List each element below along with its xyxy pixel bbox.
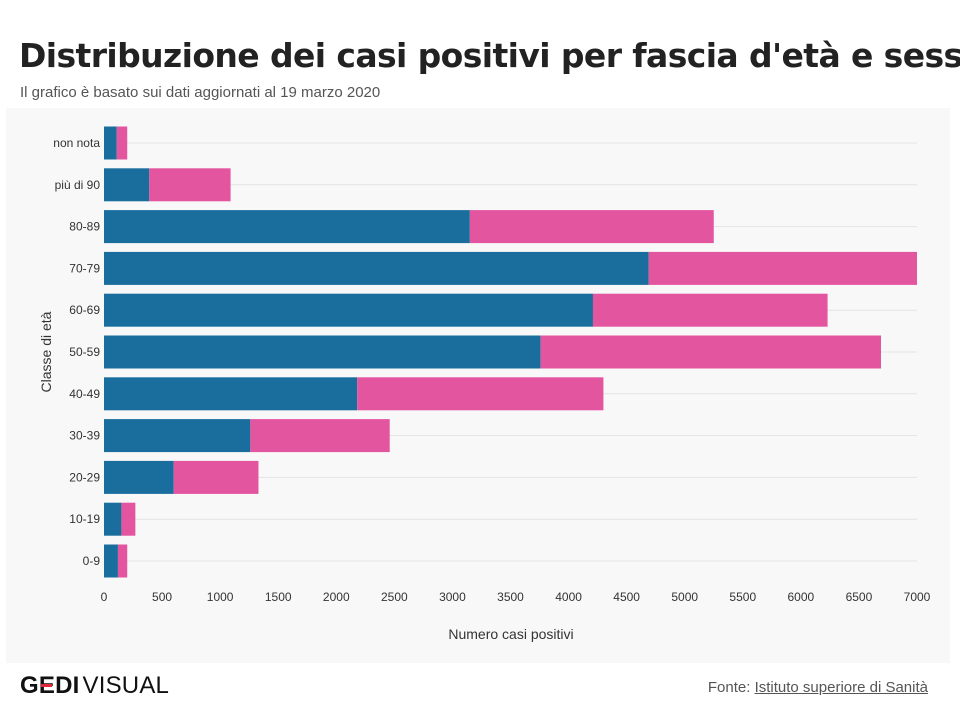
bar-non-nota-series-2[interactable] (116, 126, 128, 160)
logo-letter-g: G (20, 672, 39, 699)
chart-title: Distribuzione dei casi positivi per fasc… (19, 36, 960, 75)
x-tick-label-4500: 4500 (613, 590, 640, 604)
x-tick-label-0: 0 (101, 590, 108, 604)
bar-40-49-series-2[interactable] (357, 377, 604, 411)
bar-50-59-series-1[interactable] (104, 335, 541, 369)
bar-10-19-series-2[interactable] (121, 502, 136, 536)
bar-10-19-series-1[interactable] (104, 502, 122, 536)
x-tick-label-6500: 6500 (846, 590, 873, 604)
bar-non-nota-series-1[interactable] (104, 126, 117, 160)
bar-pi-di-90-series-1[interactable] (104, 168, 150, 202)
x-tick-label-3500: 3500 (497, 590, 524, 604)
logo-letter-e: E (39, 672, 55, 700)
x-tick-label-4000: 4000 (555, 590, 582, 604)
x-axis-label: Numero casi positivi (448, 626, 573, 642)
bar-20-29-series-1[interactable] (104, 460, 174, 494)
source-credit: Fonte: Istituto superiore di Sanità (708, 679, 928, 696)
bar-70-79-series-1[interactable] (104, 251, 649, 285)
bar-80-89-series-1[interactable] (104, 210, 470, 244)
y-axis-label: Classe di età (38, 311, 54, 392)
x-tick-label-2000: 2000 (323, 590, 350, 604)
bar-60-69-series-1[interactable] (104, 293, 593, 327)
bar-20-29-series-2[interactable] (173, 460, 259, 494)
x-tick-labels: 0 500 1000 1500 2000 2500 3000 3500 4000 4500 5000… (101, 590, 931, 604)
bar-60-69-series-2[interactable] (592, 293, 828, 327)
x-tick-label-7000: 7000 (904, 590, 931, 604)
bar-30-39-series-1[interactable] (104, 419, 251, 453)
y-tick-label-10-19: 10-19 (69, 512, 100, 526)
bar-50-59-series-2[interactable] (540, 335, 881, 369)
y-tick-label-0-9: 0-9 (83, 554, 101, 568)
x-tick-label-2500: 2500 (381, 590, 408, 604)
bar-layer (104, 126, 917, 578)
x-tick-label-5000: 5000 (671, 590, 698, 604)
x-tick-label-6000: 6000 (788, 590, 815, 604)
x-tick-label-1500: 1500 (265, 590, 292, 604)
y-tick-label-20-29: 20-29 (69, 470, 100, 484)
bar-0-9-series-2[interactable] (117, 544, 128, 578)
bar-40-49-series-1[interactable] (104, 377, 358, 411)
y-tick-label-30-39: 30-39 (69, 429, 100, 443)
chart-subtitle: Il grafico è basato sui dati aggiornati … (20, 84, 381, 101)
x-tick-label-1000: 1000 (207, 590, 234, 604)
bar-0-9-series-1[interactable] (104, 544, 118, 578)
y-tick-label-60-69: 60-69 (69, 303, 100, 317)
logo-visual-text: VISUAL (82, 672, 170, 699)
y-tick-label-non-nota: non nota (53, 136, 100, 150)
bar-80-89-series-2[interactable] (469, 210, 714, 244)
y-tick-label-80-89: 80-89 (69, 220, 100, 234)
bar-70-79-series-2[interactable] (648, 251, 917, 285)
x-tick-label-500: 500 (152, 590, 172, 604)
bar-30-39-series-2[interactable] (250, 419, 390, 453)
x-tick-label-5500: 5500 (729, 590, 756, 604)
logo-accent-bar (40, 684, 52, 687)
y-tick-labels: non nota più di 90 80-89 70-79 60-69 50-59 40-… (53, 136, 100, 568)
y-tick-label-pi-di-90: più di 90 (55, 178, 101, 192)
source-link[interactable]: Istituto superiore di Sanità (754, 679, 928, 696)
x-tick-label-3000: 3000 (439, 590, 466, 604)
y-tick-label-50-59: 50-59 (69, 345, 100, 359)
y-tick-label-70-79: 70-79 (69, 261, 100, 275)
gedi-visual-logo: GEDIVISUAL (20, 672, 169, 700)
source-prefix: Fonte: (707, 679, 751, 696)
logo-letters-di: DI (55, 672, 80, 699)
y-tick-label-40-49: 40-49 (69, 387, 100, 401)
bar-pi-di-90-series-2[interactable] (149, 168, 231, 202)
